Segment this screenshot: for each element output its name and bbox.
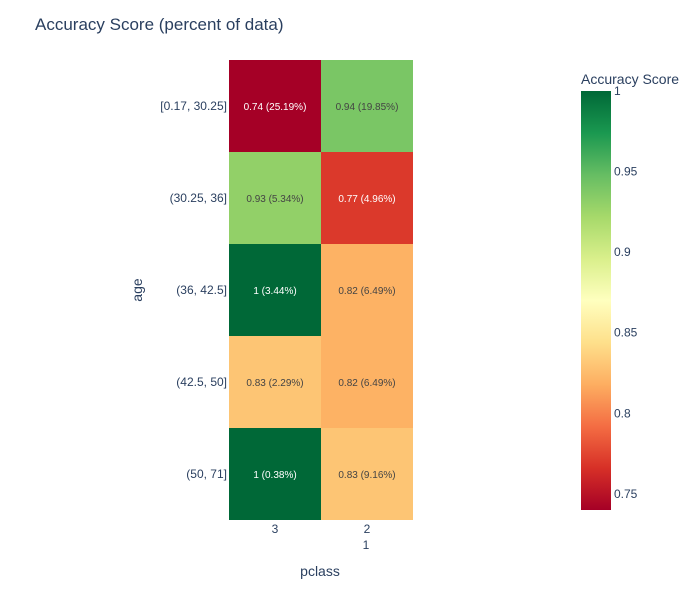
cell-value-label: 1 (0.38%) xyxy=(253,470,296,481)
cell-value-label: 0.82 (6.49%) xyxy=(338,378,395,389)
cell-value-label: 0.83 (2.29%) xyxy=(246,378,303,389)
cell-value-label: 1 (3.44%) xyxy=(253,286,296,297)
cell-value-label: 0.93 (5.34%) xyxy=(246,194,303,205)
colorbar-tick-label: 0.95 xyxy=(614,165,638,179)
y-tick-label: [0.17, 30.25] xyxy=(160,99,227,113)
y-tick-labels: [0.17, 30.25] (30.25, 36] (36, 42.5] (42.5,… xyxy=(160,99,227,481)
x-tick-label: 3 xyxy=(272,522,279,536)
cell-value-label: 0.94 (19.85%) xyxy=(336,102,399,113)
heatmap-cell xyxy=(321,60,413,152)
heatmap-cell xyxy=(321,336,413,428)
heatmap-cell xyxy=(229,336,321,428)
y-axis-title: age xyxy=(129,278,145,302)
heatmap-cell xyxy=(321,152,413,244)
heatmap-cell xyxy=(229,244,321,336)
x-axis-title: pclass xyxy=(300,563,340,579)
colorbar-tick-label: 0.8 xyxy=(614,406,631,420)
colorbar-title: Accuracy Score xyxy=(581,71,679,87)
x-secondary-tick-label: 1 xyxy=(363,538,370,552)
cell-value-label: 0.83 (9.16%) xyxy=(338,470,395,481)
x-tick-label: 2 xyxy=(364,522,371,536)
colorbar-tick-label: 0.9 xyxy=(614,245,631,259)
heatmap-cells: 0.74 (25.19%) 0.94 (19.85%) 0.93 (5.34%) 0.… xyxy=(229,60,413,520)
colorbar xyxy=(581,91,611,510)
heatmap-cell xyxy=(229,428,321,520)
colorbar-tick-label: 0.75 xyxy=(614,487,638,501)
cell-value-label: 0.77 (4.96%) xyxy=(338,194,395,205)
colorbar-tick-label: 0.85 xyxy=(614,326,638,340)
heatmap-cell xyxy=(321,428,413,520)
heatmap-cell xyxy=(229,152,321,244)
colorbar-tick-label: 1 xyxy=(614,84,621,98)
y-tick-label: (36, 42.5] xyxy=(176,283,227,297)
y-tick-label: (30.25, 36] xyxy=(170,191,227,205)
cell-value-label: 0.82 (6.49%) xyxy=(338,286,395,297)
y-tick-label: (50, 71] xyxy=(186,467,227,481)
cell-value-label: 0.74 (25.19%) xyxy=(244,102,307,113)
chart-title: Accuracy Score (percent of data) xyxy=(35,15,284,34)
heatmap-cell xyxy=(321,244,413,336)
heatmap-cell xyxy=(229,60,321,152)
colorbar-ticks: 1 0.95 0.9 0.85 0.8 0.75 xyxy=(614,84,638,501)
y-tick-label: (42.5, 50] xyxy=(176,375,227,389)
